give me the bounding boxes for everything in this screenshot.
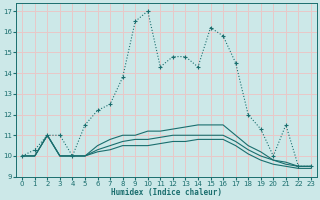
X-axis label: Humidex (Indice chaleur): Humidex (Indice chaleur) <box>111 188 222 197</box>
